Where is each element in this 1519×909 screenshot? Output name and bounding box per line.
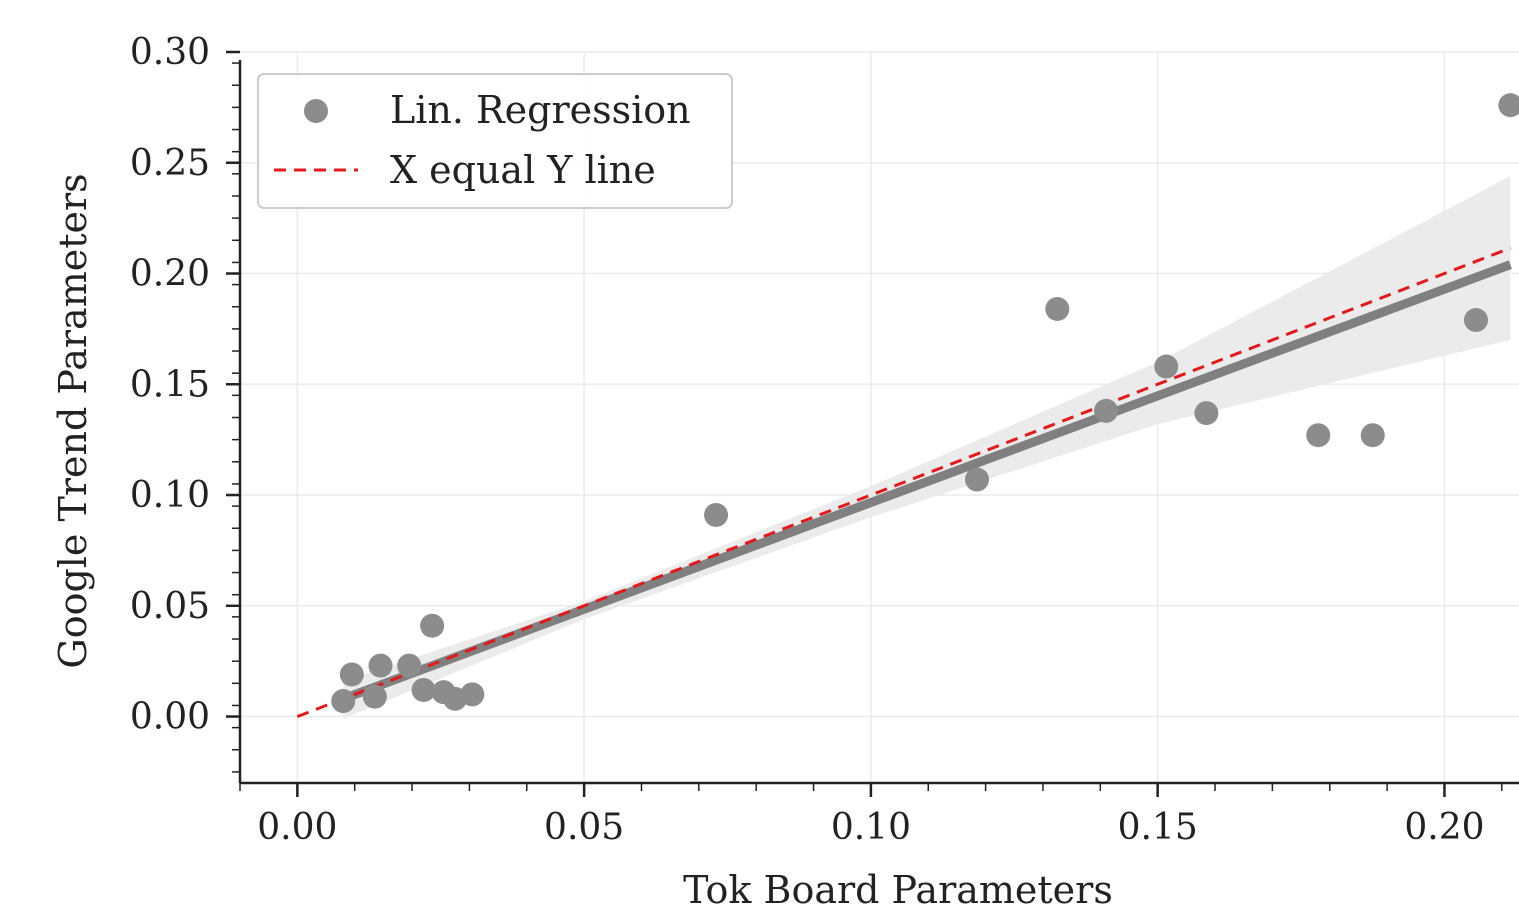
y-tick-label: 0.15 <box>130 364 210 405</box>
y-tick-label: 0.00 <box>130 697 210 738</box>
x-tick-label: 0.00 <box>257 807 337 848</box>
x-tick-label: 0.20 <box>1404 807 1484 848</box>
data-point <box>1154 354 1179 379</box>
confidence-band-layer <box>343 176 1511 719</box>
data-point <box>1094 398 1119 423</box>
y-tick-label: 0.05 <box>130 586 210 627</box>
x-axis-label: Tok Board Parameters <box>683 868 1113 909</box>
legend-marker-lin-regression <box>304 99 328 123</box>
data-point <box>331 689 356 714</box>
data-point <box>704 502 729 527</box>
point-layer <box>331 93 1519 714</box>
data-point <box>965 467 990 492</box>
y-tick-label: 0.30 <box>130 32 210 73</box>
legend-label-lin-regression: Lin. Regression <box>390 88 691 132</box>
data-point <box>420 613 445 638</box>
data-point <box>339 662 364 687</box>
data-point <box>1194 401 1219 426</box>
x-tick-label: 0.05 <box>544 807 624 848</box>
legend-frame <box>257 73 733 209</box>
data-point <box>1463 308 1488 333</box>
legend-label-identity-line: X equal Y line <box>390 148 656 192</box>
regression-line <box>341 260 1512 704</box>
legend: Lin. Regression X equal Y line <box>257 73 733 209</box>
confidence-band <box>343 176 1511 719</box>
data-point <box>411 677 436 702</box>
data-point <box>1045 296 1070 321</box>
x-tick-label: 0.15 <box>1118 807 1198 848</box>
data-point <box>460 682 485 707</box>
y-tick-label: 0.10 <box>130 475 210 516</box>
y-tick-label: 0.25 <box>130 143 210 184</box>
data-point <box>368 653 393 678</box>
data-point <box>362 684 387 709</box>
axes-layer: 0.00 0.05 0.10 0.15 0.20 0.00 0.05 0.10 0.15 0.20… <box>130 32 1519 848</box>
data-point <box>1306 423 1331 448</box>
y-axis-label: Google Trend Parameters <box>51 173 95 668</box>
identity-line <box>296 246 1511 718</box>
line-layer <box>296 246 1512 718</box>
data-point <box>1498 93 1519 118</box>
data-point <box>397 653 422 678</box>
x-tick-label: 0.10 <box>831 807 911 848</box>
y-tick-label: 0.20 <box>130 254 210 295</box>
data-point <box>1360 423 1385 448</box>
